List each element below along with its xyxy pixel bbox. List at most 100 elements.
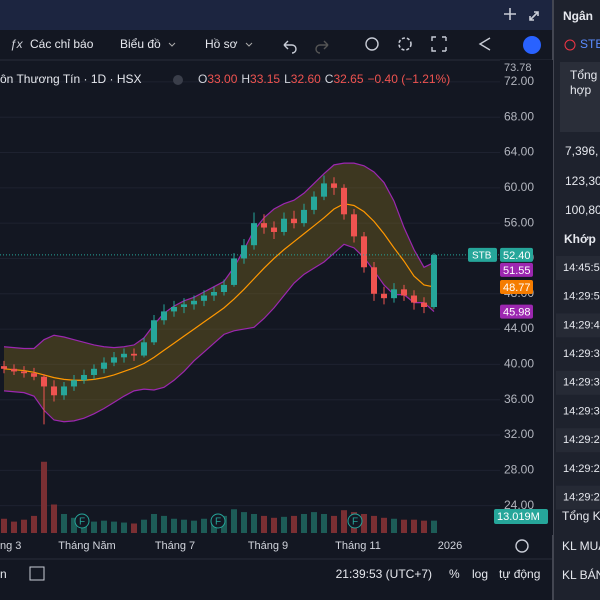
axis-settings[interactable] — [515, 539, 529, 553]
price-label: 48.77 — [503, 282, 531, 294]
volume-bar — [281, 516, 287, 533]
symbol-tag-bg — [468, 247, 497, 262]
side-panel: Ngân STB Tổng hợp Khớp Tổng K KL MUA KL … — [552, 0, 600, 600]
candle-body — [191, 300, 197, 305]
volume-bar — [341, 510, 347, 533]
y-tick-label: 24.00 — [504, 498, 534, 512]
candle-body — [251, 223, 257, 246]
candle-body — [61, 386, 67, 396]
volume-bar — [101, 520, 107, 533]
fullscreen-icon[interactable] — [431, 36, 447, 52]
volume-bar — [191, 520, 197, 533]
price-label-bg — [500, 279, 533, 294]
chart-title: ôn Thương Tín · 1D · HSX — [0, 72, 142, 86]
volume-bar — [161, 515, 167, 533]
volume-label: 13.019M — [497, 511, 540, 523]
event-label: F — [352, 517, 358, 528]
indicators-button[interactable]: Các chỉ báo — [30, 37, 94, 51]
volume-bar — [151, 514, 157, 533]
candle-body — [261, 223, 267, 228]
match-row — [556, 256, 600, 280]
symbol-tag: STB — [472, 251, 492, 262]
volume-bar — [171, 518, 177, 533]
y-tick-label: 28.00 — [504, 462, 534, 476]
match-row — [556, 342, 600, 367]
buy-volume: KL MUA — [562, 539, 600, 553]
candle-body — [41, 376, 47, 387]
candle-body — [291, 218, 297, 224]
log-toggle[interactable]: log — [472, 567, 488, 581]
price-label: 45.98 — [503, 307, 531, 319]
chevron — [245, 42, 253, 47]
volume-bar — [111, 521, 117, 533]
x-tick-label: Tháng 7 — [155, 540, 195, 552]
matches-heading: Khớp — [564, 232, 596, 246]
volume-bar — [421, 520, 427, 533]
ohlc-key: L — [284, 72, 291, 86]
volume-bar — [381, 517, 387, 533]
match-row — [556, 370, 600, 395]
auto-toggle[interactable]: tự động — [499, 567, 540, 581]
price-axis: 72.0068.0064.0060.0056.0052.0048.0044.00… — [500, 60, 553, 535]
candle-body — [401, 289, 407, 296]
event-marker — [74, 513, 90, 529]
volume-bar — [61, 514, 67, 533]
ohlc-value: 33.00 — [207, 72, 237, 86]
price-label-bg — [500, 247, 533, 262]
price-label: 52.40 — [503, 250, 531, 262]
chart-button[interactable]: Biểu đồ — [120, 37, 161, 51]
candle-body — [391, 289, 397, 299]
logo[interactable] — [523, 36, 541, 54]
volume-bar — [321, 514, 327, 533]
sell-volume: KL BÁN — [562, 567, 600, 582]
percent-toggle[interactable]: % — [449, 567, 460, 581]
top-bar — [0, 0, 553, 30]
candle-body — [21, 371, 27, 374]
alert-icon[interactable] — [365, 37, 379, 51]
volume-bar — [41, 461, 47, 533]
fx-icon[interactable]: ƒx — [10, 37, 24, 51]
y-tick-label: 36.00 — [504, 392, 534, 406]
time-axis — [0, 534, 500, 558]
settings-icon[interactable] — [398, 37, 412, 51]
candle-body — [11, 368, 17, 372]
match-time: 14:29:3 — [563, 377, 600, 389]
match-row — [556, 485, 600, 510]
match-time: 14:29:2 — [563, 492, 600, 504]
profile-button[interactable]: Hồ sơ — [205, 37, 238, 51]
volume-bar — [71, 517, 77, 533]
summary-label: hợp — [570, 83, 592, 97]
candle-body — [1, 366, 7, 369]
ohlc-value: 32.65 — [333, 72, 363, 86]
ohlc-value: 32.60 — [291, 72, 321, 86]
candle-body — [361, 236, 367, 268]
toolbar — [0, 30, 553, 60]
undo-icon[interactable] — [283, 40, 297, 54]
candle-body — [431, 254, 437, 308]
event-marker — [347, 513, 363, 529]
x-tick-label: Tháng Năm — [58, 540, 115, 552]
top-price-label: 73.78 — [504, 62, 532, 74]
chevron — [168, 42, 176, 47]
redo-icon[interactable] — [315, 40, 329, 54]
y-tick-label: 72.00 — [504, 74, 534, 88]
legend: ôn Thương Tín · 1D · HSX O33.00 H33.15 L32.… — [0, 72, 450, 86]
interval[interactable]: n — [0, 567, 7, 581]
candle-body — [321, 183, 327, 197]
candle-body — [121, 353, 127, 358]
panel-symbol[interactable]: STB — [580, 37, 600, 51]
volume-bar — [11, 521, 17, 533]
match-row — [556, 428, 600, 453]
window-icons[interactable] — [504, 8, 539, 21]
clock: 21:39:53 (UTC+7) — [336, 567, 432, 581]
candle-body — [371, 267, 377, 294]
calendar-icon[interactable] — [29, 566, 45, 581]
candle-body — [91, 368, 97, 375]
candle-body — [71, 380, 77, 387]
share-icon[interactable] — [478, 37, 491, 51]
ohlc-key: O — [198, 72, 207, 86]
volume-bar — [271, 517, 277, 533]
event-label: F — [215, 517, 221, 528]
volume-bar — [201, 518, 207, 533]
